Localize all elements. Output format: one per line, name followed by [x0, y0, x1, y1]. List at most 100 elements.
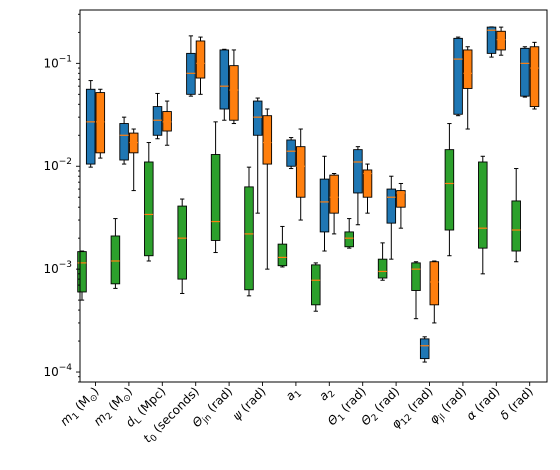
- iqr-box: [529, 46, 540, 108]
- iqr-box: [286, 139, 296, 167]
- box-1-9: [396, 182, 406, 229]
- x-axis-ticks: m1 (M⊙)m2 (M⊙)dL (Mpc)t0 (seconds)Θjn (r…: [57, 382, 536, 446]
- iqr-box: [311, 264, 321, 306]
- iqr-box: [262, 115, 273, 165]
- box-0-10: [419, 336, 430, 363]
- box-1-12: [496, 26, 506, 56]
- box-1-8: [362, 163, 373, 214]
- x-tick-label: δ (rad): [497, 384, 535, 422]
- iqr-box: [152, 106, 163, 136]
- iqr-box: [244, 186, 254, 291]
- iqr-box: [329, 174, 339, 214]
- iqr-box: [496, 30, 506, 51]
- category-label: α (rad): [464, 384, 503, 423]
- y-tick-label: 10−2: [43, 157, 72, 173]
- axes-frame: [79, 9, 548, 383]
- box-0-6: [286, 137, 296, 170]
- iqr-box: [462, 49, 473, 89]
- box-0-1: [119, 116, 129, 165]
- box-2-12: [478, 155, 488, 275]
- iqr-box: [486, 26, 497, 54]
- box-1-6: [295, 128, 306, 221]
- box-0-13: [520, 46, 530, 98]
- iqr-box: [319, 178, 330, 233]
- box-1-3: [195, 36, 206, 95]
- box-0-0: [85, 80, 96, 168]
- x-tick-label: φjl (rad): [427, 384, 472, 429]
- box-1-0: [95, 88, 106, 159]
- iqr-box: [453, 37, 463, 115]
- box-0-4: [219, 48, 230, 121]
- y-tick-label: 10−4: [43, 363, 72, 379]
- y-tick-label: 10−1: [43, 54, 72, 70]
- category-label: a1: [283, 384, 304, 405]
- category-label: φjl (rad): [427, 384, 472, 429]
- iqr-box: [119, 123, 129, 161]
- x-tick-label: a1: [283, 384, 304, 405]
- box-0-12: [486, 26, 497, 58]
- y-tick-label: 10−3: [43, 260, 72, 276]
- iqr-box: [177, 205, 187, 280]
- box-1-2: [162, 100, 172, 146]
- iqr-box: [386, 188, 397, 224]
- iqr-box: [95, 92, 106, 154]
- box-2-2: [144, 142, 154, 262]
- x-tick-label: m2 (M⊙): [91, 384, 137, 430]
- iqr-box: [429, 261, 440, 306]
- box-1-7: [329, 173, 339, 235]
- box-2-4: [210, 121, 221, 254]
- category-label: ψ (rad): [230, 384, 269, 423]
- x-tick-label: ψ (rad): [230, 384, 269, 423]
- box-1-4: [229, 49, 239, 125]
- iqr-box: [110, 235, 121, 285]
- box-2-3: [177, 198, 187, 294]
- iqr-box: [419, 338, 430, 360]
- iqr-box: [444, 149, 455, 231]
- box-0-7: [319, 155, 330, 252]
- y-axis-ticks: 10−4 10−3 10−2 10−1: [43, 13, 80, 383]
- x-tick-label: a2: [316, 384, 337, 405]
- axes: [79, 9, 548, 383]
- box-2-0: [77, 250, 87, 301]
- iqr-box: [252, 100, 263, 136]
- box-1-1: [128, 128, 139, 192]
- category-label: a2: [316, 384, 337, 405]
- box-2-5: [244, 166, 254, 297]
- box-1-10: [429, 260, 440, 324]
- box-1-13: [529, 41, 540, 110]
- box-2-8: [344, 218, 354, 249]
- box-0-9: [386, 175, 397, 260]
- iqr-box: [478, 161, 488, 249]
- category-label: δ (rad): [497, 384, 535, 422]
- box-0-8: [353, 146, 363, 226]
- box-2-13: [511, 168, 521, 263]
- box-2-1: [110, 218, 121, 289]
- box-1-11: [462, 46, 473, 130]
- iqr-box: [77, 251, 87, 293]
- iqr-box: [277, 243, 288, 267]
- box-0-11: [453, 36, 463, 117]
- box-2-10: [411, 261, 421, 320]
- category-label: m2 (M⊙): [91, 384, 137, 430]
- iqr-box: [219, 49, 230, 110]
- iqr-box: [144, 161, 154, 257]
- iqr-box: [377, 258, 388, 279]
- iqr-box: [520, 47, 530, 97]
- iqr-box: [396, 190, 406, 208]
- plot-area: [77, 26, 540, 363]
- iqr-box: [210, 154, 221, 241]
- iqr-box: [195, 40, 206, 79]
- iqr-box: [295, 146, 306, 198]
- x-tick-label: α (rad): [464, 384, 503, 423]
- box-0-5: [252, 97, 263, 214]
- iqr-box: [362, 169, 373, 198]
- box-1-5: [262, 108, 273, 270]
- box-2-11: [444, 123, 455, 257]
- box-2-7: [311, 262, 321, 312]
- box-2-6: [277, 225, 288, 268]
- iqr-box: [511, 200, 521, 252]
- iqr-box: [411, 262, 421, 291]
- iqr-box: [353, 149, 363, 194]
